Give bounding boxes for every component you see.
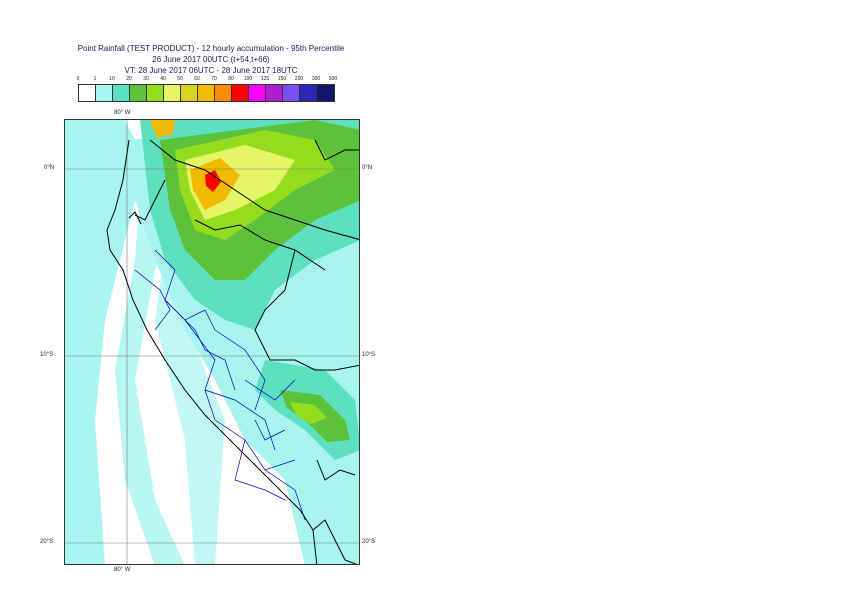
lon-label-bottom: 80° W: [114, 567, 131, 573]
legend-swatch: [96, 85, 113, 101]
legend-tick-label: 150: [277, 76, 287, 82]
legend-swatch: [79, 85, 96, 101]
country-boundaries: [106, 139, 359, 564]
lat-label-left-10s: 10°S: [40, 352, 54, 358]
legend-swatch: [249, 85, 266, 101]
legend-ticks: 0 1 10 20 30 40 50 60 70 80 100 125 150 200 300 500: [70, 76, 360, 84]
legend-tick-label: 10: [109, 76, 115, 82]
legend-colorbar: [78, 84, 335, 102]
legend-tick-label: 200: [294, 76, 304, 82]
legend-swatch: [266, 85, 283, 101]
legend-tick-label: 300: [311, 76, 321, 82]
chart-title: Point Rainfall (TEST PRODUCT) - 12 hourl…: [77, 44, 345, 53]
land-rain-field: [125, 120, 359, 564]
legend-swatch: [300, 85, 317, 101]
lat-label-right-0: 0°N: [362, 165, 373, 171]
legend-tick-label: 125: [260, 76, 270, 82]
lat-label-right-20s: 20°S: [362, 539, 376, 545]
legend-tick-label: 30: [143, 76, 149, 82]
legend-swatch: [198, 85, 215, 101]
legend-tick-label: 50: [177, 76, 183, 82]
legend-tick-label: 500: [328, 76, 338, 82]
lat-label-left-20s: 20°S: [40, 539, 54, 545]
map-svg: [65, 120, 359, 564]
legend-tick-label: 60: [194, 76, 200, 82]
legend-swatch: [164, 85, 181, 101]
legend-tick-label: 100: [243, 76, 253, 82]
legend-swatch: [130, 85, 147, 101]
legend-swatch: [232, 85, 249, 101]
regional-boundaries: [134, 249, 306, 521]
legend-tick-label: 0: [76, 76, 80, 82]
legend-swatch: [283, 85, 300, 101]
legend-swatch: [317, 85, 334, 101]
run-time: 26 June 2017 00UTC (t+54,t+66): [152, 55, 270, 64]
legend-swatch: [113, 85, 130, 101]
valid-time: VT: 28 June 2017 06UTC - 28 June 2017 18…: [124, 66, 298, 75]
lat-label-right-10s: 10°S: [362, 352, 376, 358]
legend-tick-label: 20: [126, 76, 132, 82]
legend-swatch: [147, 85, 164, 101]
graticule: [65, 120, 359, 564]
legend-tick-label: 1: [93, 76, 97, 82]
legend-swatch: [181, 85, 198, 101]
legend-tick-label: 70: [211, 76, 217, 82]
lon-label-top: 80° W: [114, 110, 131, 116]
map-panel: [64, 119, 360, 565]
legend-tick-label: 80: [228, 76, 234, 82]
legend-swatch: [215, 85, 232, 101]
legend-tick-label: 40: [160, 76, 166, 82]
lat-label-left-0: 0°N: [44, 165, 55, 171]
